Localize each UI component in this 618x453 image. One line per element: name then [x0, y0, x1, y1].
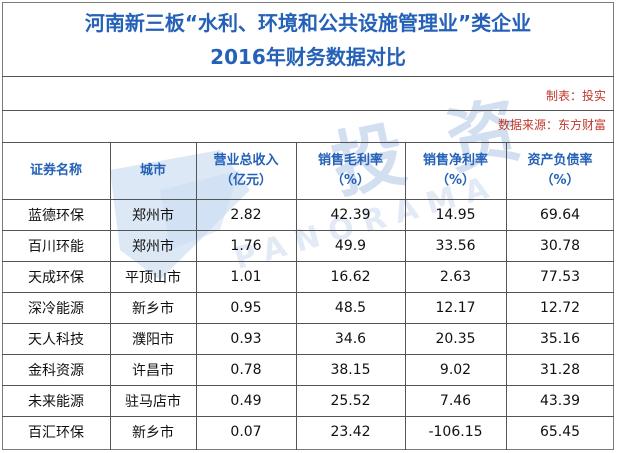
table-cell-gross: 49.9 — [334, 237, 367, 254]
table-cell-gross: 38.15 — [330, 361, 371, 378]
table-cell-name: 深冷能源 — [28, 300, 84, 317]
table-cell-revenue: 0.07 — [230, 423, 262, 440]
divider — [2, 110, 614, 111]
column-header-name: 证券名称 — [29, 162, 82, 178]
table-cell-debt: 43.39 — [539, 392, 581, 409]
column-header-debt-ratio: 资产负债率 （%） — [527, 152, 593, 188]
table-cell-revenue: 1.76 — [230, 237, 262, 254]
table-cell-city: 郑州市 — [132, 238, 174, 255]
table-cell-city: 新乡市 — [132, 424, 174, 441]
table-cell-net: 12.17 — [435, 299, 476, 316]
column-divider — [405, 142, 406, 450]
table-cell-gross: 42.39 — [330, 206, 371, 223]
table-cell-gross: 16.62 — [330, 268, 371, 285]
table-cell-net: 9.02 — [439, 361, 472, 378]
table-cell-city: 新乡市 — [132, 300, 174, 317]
table-cell-revenue: 0.78 — [230, 361, 262, 378]
column-divider — [110, 142, 111, 450]
divider — [2, 292, 614, 293]
divider — [2, 76, 614, 77]
table-cell-gross: 34.6 — [334, 330, 367, 347]
column-divider — [296, 142, 297, 450]
table-cell-debt: 69.64 — [539, 206, 581, 223]
column-header-net-margin: 销售净利率 （%） — [422, 152, 488, 188]
divider — [2, 385, 614, 386]
table-maker-note: 制表：投实 — [545, 89, 606, 103]
table-cell-gross: 23.42 — [330, 423, 371, 440]
table-cell-revenue: 2.82 — [230, 206, 262, 223]
divider — [2, 354, 614, 355]
divider — [2, 261, 614, 262]
table-cell-name: 蓝德环保 — [28, 207, 84, 224]
table-cell-name: 金科资源 — [28, 362, 84, 379]
table-cell-revenue: 0.95 — [230, 299, 262, 316]
table-cell-net: 14.95 — [435, 206, 476, 223]
table-cell-debt: 31.28 — [539, 361, 581, 378]
table-cell-debt: 77.53 — [539, 268, 581, 285]
table-cell-revenue: 0.49 — [230, 392, 262, 409]
table-cell-city: 濮阳市 — [132, 331, 174, 348]
table-cell-name: 百川环能 — [28, 238, 84, 255]
table-cell-name: 百汇环保 — [28, 424, 84, 441]
divider — [2, 142, 614, 143]
table-cell-gross: 48.5 — [334, 299, 367, 316]
divider — [2, 323, 614, 324]
table-cell-debt: 65.45 — [539, 423, 581, 440]
column-header-city: 城市 — [139, 162, 166, 178]
table-cell-name: 天人科技 — [28, 331, 84, 348]
table-cell-city: 平顶山市 — [125, 269, 181, 286]
table-cell-revenue: 0.93 — [230, 330, 262, 347]
column-header-revenue: 营业总收入 （亿元） — [213, 152, 279, 188]
table-cell-name: 天成环保 — [28, 269, 84, 286]
table-border — [2, 2, 614, 450]
table-cell-debt: 30.78 — [539, 237, 581, 254]
table-cell-city: 许昌市 — [132, 362, 174, 379]
table-cell-revenue: 1.01 — [230, 268, 262, 285]
table-cell-gross: 25.52 — [330, 392, 371, 409]
divider — [2, 199, 614, 200]
data-source-note: 数据来源：东方财富 — [497, 118, 606, 132]
table-cell-net: 33.56 — [435, 237, 476, 254]
divider — [2, 230, 614, 231]
table-cell-name: 未来能源 — [28, 393, 84, 410]
table-title: 河南新三板“水利、环境和公共设施管理业”类企业 — [84, 11, 532, 35]
table-cell-city: 郑州市 — [132, 207, 174, 224]
column-divider — [506, 142, 507, 450]
column-divider — [196, 142, 197, 450]
table-cell-net: -106.15 — [428, 423, 483, 440]
column-header-gross-margin: 销售毛利率 （%） — [317, 152, 383, 188]
divider — [2, 416, 614, 417]
table-cell-net: 20.35 — [435, 330, 476, 347]
table-cell-debt: 12.72 — [539, 299, 581, 316]
table-cell-net: 2.63 — [439, 268, 472, 285]
table-cell-net: 7.46 — [439, 392, 472, 409]
table-subtitle: 2016年财务数据对比 — [210, 45, 406, 69]
table-cell-city: 驻马店市 — [125, 393, 181, 410]
table-cell-debt: 35.16 — [539, 330, 581, 347]
